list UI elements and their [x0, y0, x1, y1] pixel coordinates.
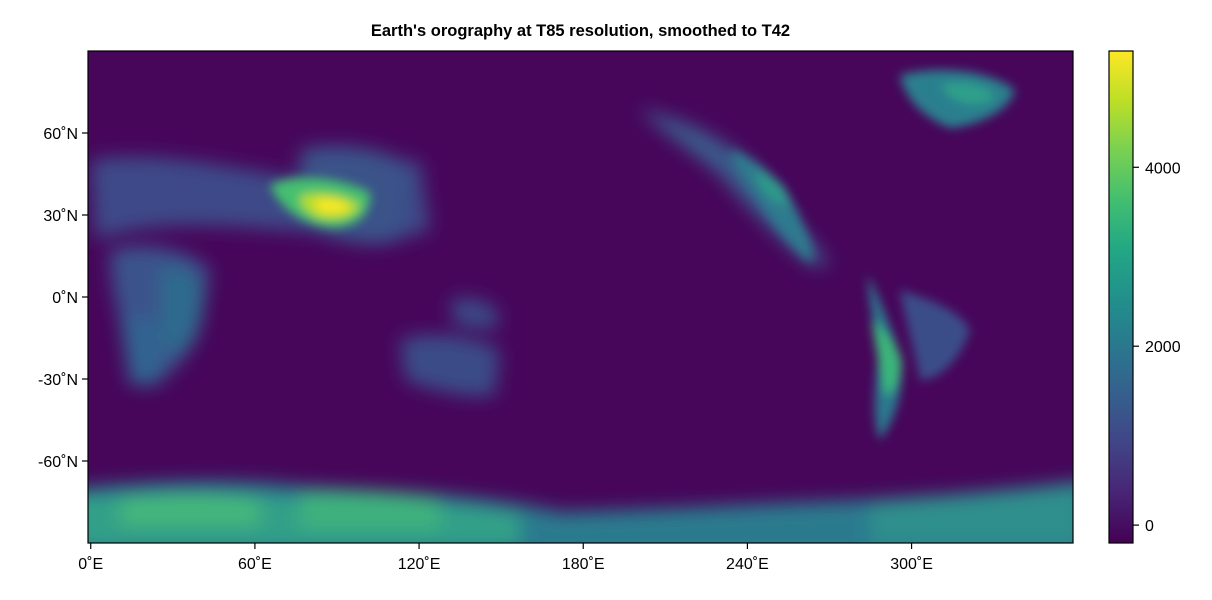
heatmap [88, 51, 1073, 543]
y-tick-label: -30˚N [38, 372, 78, 389]
x-tick-label: 240˚E [726, 556, 769, 573]
greenland-region [900, 70, 1015, 128]
x-axis: 0˚E 60˚E 120˚E 180˚E 240˚E 300˚E [78, 543, 933, 573]
y-tick-label: 0˚N [52, 290, 78, 307]
andes-region [868, 275, 970, 440]
y-tick-label: 60˚N [43, 126, 78, 143]
x-tick-label: 60˚E [238, 556, 272, 573]
colorbar-tick-label: 4000 [1145, 160, 1181, 177]
y-axis: 60˚N 30˚N 0˚N -30˚N -60˚N [38, 126, 88, 471]
colorbar-tick-label: 2000 [1145, 339, 1181, 356]
rocky-mountains-region [730, 150, 812, 262]
y-tick-label: -60˚N [38, 454, 78, 471]
colorbar [1108, 50, 1134, 544]
colorbar-tick-label: 0 [1145, 518, 1154, 535]
antarctica-region [88, 481, 1073, 543]
x-tick-label: 300˚E [890, 556, 933, 573]
y-tick-label: 30˚N [43, 208, 78, 225]
colorbar-axis: 0 2000 4000 [1133, 160, 1181, 535]
ocean-background [88, 51, 1073, 543]
tibet-region [270, 177, 371, 228]
x-tick-label: 0˚E [78, 556, 103, 573]
chart-title: Earth's orography at T85 resolution, smo… [370, 22, 791, 40]
x-tick-label: 180˚E [562, 556, 605, 573]
x-tick-label: 120˚E [398, 556, 441, 573]
